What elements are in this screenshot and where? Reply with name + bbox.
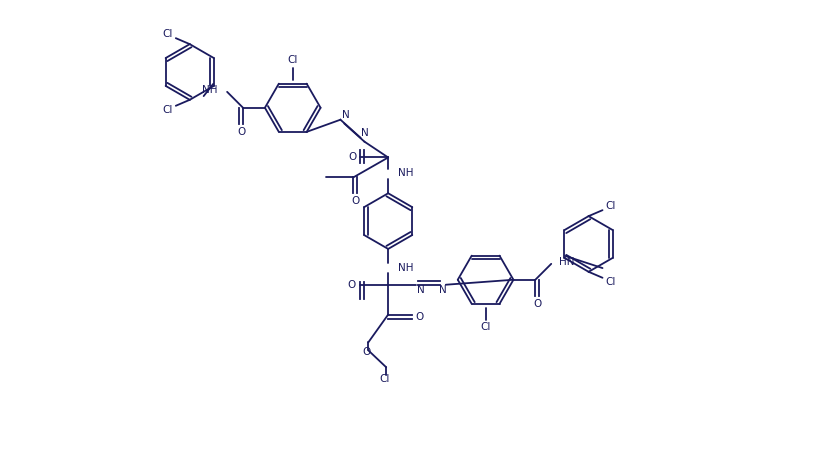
Text: HN: HN	[558, 257, 574, 267]
Text: Cl: Cl	[162, 105, 173, 115]
Text: Cl: Cl	[288, 55, 298, 65]
Text: NH: NH	[398, 263, 413, 273]
Text: Cl: Cl	[480, 322, 490, 332]
Text: Cl: Cl	[162, 29, 173, 39]
Text: Cl: Cl	[604, 277, 615, 287]
Text: O: O	[533, 298, 541, 308]
Text: O: O	[237, 127, 245, 137]
Text: O: O	[362, 347, 370, 357]
Text: N: N	[361, 128, 369, 138]
Text: N: N	[416, 285, 425, 295]
Text: Cl: Cl	[379, 374, 389, 384]
Text: NH: NH	[201, 85, 217, 95]
Text: O: O	[415, 311, 424, 322]
Text: NH: NH	[398, 169, 413, 178]
Text: O: O	[347, 280, 355, 290]
Text: O: O	[351, 196, 359, 206]
Text: Cl: Cl	[604, 201, 615, 211]
Text: O: O	[348, 152, 356, 162]
Text: N: N	[341, 110, 349, 120]
Text: N: N	[438, 285, 446, 295]
